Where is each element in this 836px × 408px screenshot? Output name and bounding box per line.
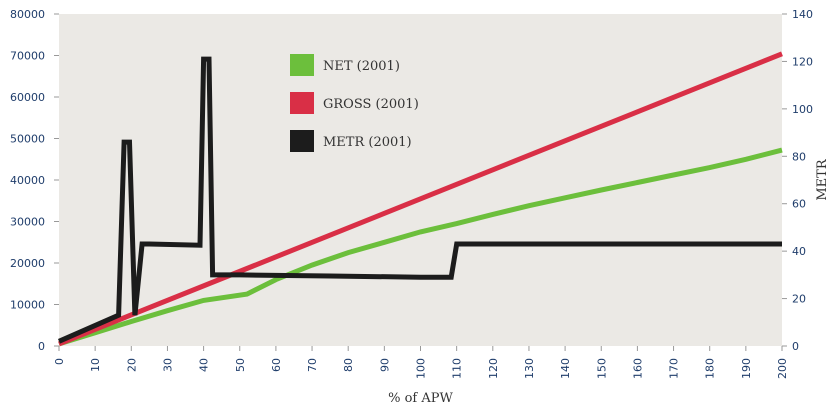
- x-tick-label: 190: [740, 358, 753, 379]
- x-tick-label: 30: [161, 358, 174, 372]
- left-tick-label: 40000: [10, 174, 45, 187]
- x-tick-label: 130: [523, 358, 536, 379]
- x-tick-label: 200: [776, 358, 789, 379]
- plot-area: [59, 14, 782, 346]
- left-tick-label: 80000: [10, 8, 45, 21]
- legend-swatch: [290, 130, 314, 152]
- x-tick-label: 40: [198, 358, 211, 372]
- left-tick-label: 20000: [10, 257, 45, 270]
- x-tick-label: 0: [53, 358, 66, 365]
- x-tick-label: 180: [704, 358, 717, 379]
- left-tick-label: 30000: [10, 216, 45, 229]
- series-line-metr-2001: [57, 56, 782, 344]
- x-tick-label: 70: [306, 358, 319, 372]
- right-tick-label: 140: [792, 8, 813, 21]
- right-tick-label: 40: [792, 245, 806, 258]
- x-tick-label: 140: [559, 358, 572, 379]
- x-tick-label: 170: [668, 358, 681, 379]
- x-tick-label: 20: [125, 358, 138, 372]
- right-tick-label: 120: [792, 55, 813, 68]
- series-line-gross-2001: [58, 51, 783, 347]
- legend: NET (2001) GROSS (2001) METR (2001): [290, 54, 419, 152]
- right-tick-label: 100: [792, 103, 813, 116]
- right-tick-label: 0: [792, 340, 799, 353]
- x-axis: 0 10 20 30 40 50 60 70 80 90 100 110 120 130 140 150 160…: [53, 346, 789, 379]
- right-tick-label: 20: [792, 293, 806, 306]
- x-tick-label: 100: [415, 358, 428, 379]
- x-tick-label: 80: [342, 358, 355, 372]
- x-tick-label: 160: [631, 358, 644, 379]
- right-axis: 0 20 40 60 80 100 120 140: [782, 8, 813, 353]
- x-tick-label: 10: [89, 358, 102, 372]
- x-tick-label: 50: [234, 358, 247, 372]
- x-axis-title: % of APW: [388, 391, 453, 406]
- legend-swatch: [290, 54, 314, 76]
- legend-swatch: [290, 92, 314, 114]
- left-tick-label: 70000: [10, 50, 45, 63]
- legend-label: METR (2001): [323, 135, 412, 150]
- x-tick-label: 120: [487, 358, 500, 379]
- right-tick-label: 60: [792, 198, 806, 211]
- legend-label: GROSS (2001): [323, 97, 419, 112]
- x-tick-label: 90: [378, 358, 391, 372]
- x-tick-label: 150: [595, 358, 608, 379]
- left-tick-label: 60000: [10, 91, 45, 104]
- left-tick-label: 50000: [10, 133, 45, 146]
- left-axis: 0 10000 20000 30000 40000 50000 60000 70000 8000…: [10, 8, 59, 353]
- x-tick-label: 110: [451, 358, 464, 379]
- right-tick-label: 80: [792, 150, 806, 163]
- left-tick-label: 10000: [10, 299, 45, 312]
- x-tick-label: 60: [270, 358, 283, 372]
- legend-label: NET (2001): [323, 59, 400, 74]
- left-tick-label: 0: [38, 340, 45, 353]
- series-lines: [57, 51, 783, 347]
- right-axis-title: METR: [815, 158, 830, 200]
- series-line-net-2001: [58, 147, 783, 347]
